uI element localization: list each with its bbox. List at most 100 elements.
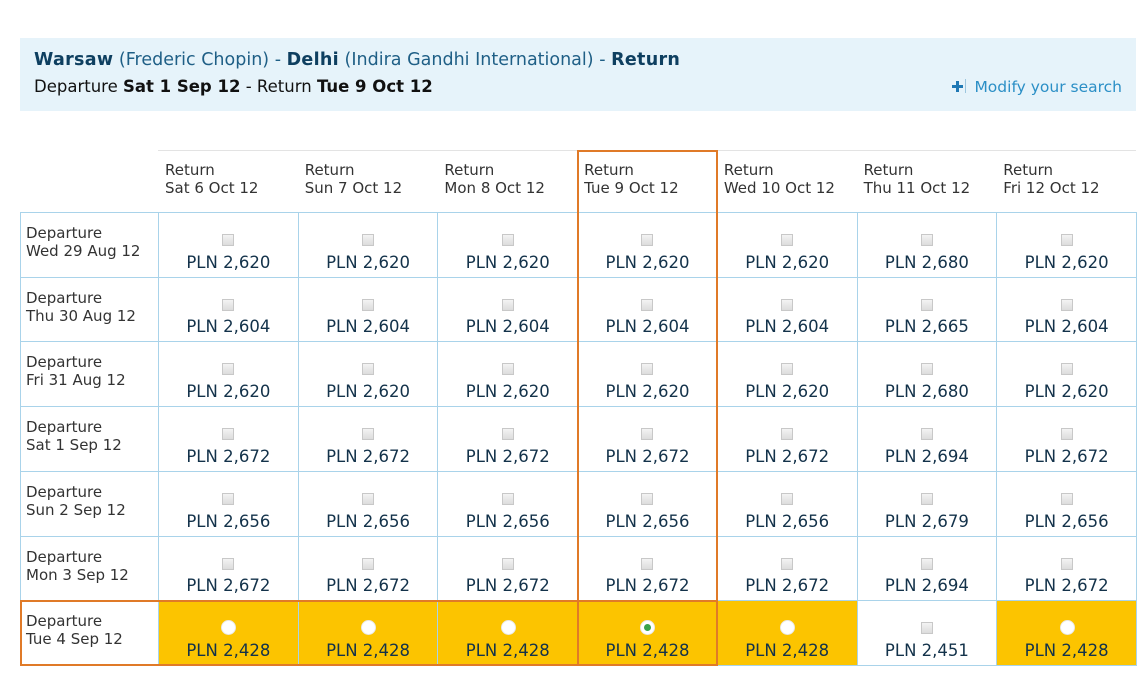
fare-cell[interactable]: PLN 2,604 xyxy=(297,276,439,343)
fare-radio[interactable] xyxy=(1059,620,1075,636)
fare-cell[interactable]: PLN 2,672 xyxy=(577,406,718,472)
modify-search-link[interactable]: Modify your search xyxy=(951,78,1122,96)
fare-checkbox[interactable] xyxy=(641,298,654,311)
fare-cell[interactable]: PLN 2,665 xyxy=(856,276,998,343)
fare-cell[interactable]: PLN 2,656 xyxy=(158,470,299,537)
fare-checkbox[interactable] xyxy=(1060,428,1073,441)
fare-cell[interactable]: PLN 2,620 xyxy=(716,212,858,278)
fare-checkbox[interactable] xyxy=(781,492,794,505)
fare-cell[interactable]: PLN 2,428 xyxy=(297,600,439,666)
fare-checkbox[interactable] xyxy=(920,622,933,635)
fare-cell[interactable]: PLN 2,620 xyxy=(577,212,718,278)
fare-cell[interactable]: PLN 2,672 xyxy=(716,406,858,472)
fare-cell[interactable]: PLN 2,604 xyxy=(437,276,579,343)
fare-checkbox[interactable] xyxy=(1060,298,1073,311)
fare-cell[interactable]: PLN 2,604 xyxy=(716,276,858,343)
fare-cell[interactable]: PLN 2,428 xyxy=(437,600,579,666)
fare-cell[interactable]: PLN 2,620 xyxy=(158,212,299,278)
fare-checkbox[interactable] xyxy=(781,428,794,441)
fare-cell[interactable]: PLN 2,680 xyxy=(856,212,998,278)
fare-cell[interactable]: PLN 2,620 xyxy=(297,212,439,278)
fare-checkbox[interactable] xyxy=(920,428,933,441)
fare-cell[interactable]: PLN 2,672 xyxy=(996,406,1137,472)
fare-checkbox[interactable] xyxy=(781,298,794,311)
fare-cell[interactable]: PLN 2,672 xyxy=(577,535,718,602)
fare-checkbox[interactable] xyxy=(920,557,933,570)
modify-search-text[interactable]: Modify your search xyxy=(974,78,1122,96)
fare-checkbox[interactable] xyxy=(362,363,375,376)
fare-cell[interactable]: PLN 2,620 xyxy=(577,341,718,408)
fare-checkbox[interactable] xyxy=(362,428,375,441)
fare-checkbox[interactable] xyxy=(222,428,235,441)
fare-checkbox[interactable] xyxy=(641,363,654,376)
fare-checkbox[interactable] xyxy=(362,298,375,311)
fare-cell[interactable]: PLN 2,428 xyxy=(996,600,1137,666)
fare-checkbox[interactable] xyxy=(1060,234,1073,246)
fare-checkbox[interactable] xyxy=(501,298,514,311)
fare-cell[interactable]: PLN 2,656 xyxy=(437,470,579,537)
fare-cell[interactable]: PLN 2,694 xyxy=(856,406,998,472)
fare-checkbox[interactable] xyxy=(501,428,514,441)
fare-cell[interactable]: PLN 2,656 xyxy=(297,470,439,537)
fare-cell[interactable]: PLN 2,672 xyxy=(716,535,858,602)
fare-checkbox[interactable] xyxy=(222,298,235,311)
fare-checkbox[interactable] xyxy=(362,234,375,246)
fare-cell[interactable]: PLN 2,679 xyxy=(856,470,998,537)
fare-checkbox[interactable] xyxy=(501,492,514,505)
fare-checkbox[interactable] xyxy=(920,492,933,505)
fare-checkbox[interactable] xyxy=(1060,492,1073,505)
fare-cell[interactable]: PLN 2,656 xyxy=(716,470,858,537)
fare-cell[interactable]: PLN 2,680 xyxy=(856,341,998,408)
fare-cell[interactable]: PLN 2,451 xyxy=(856,600,998,666)
fare-checkbox[interactable] xyxy=(641,492,654,505)
fare-checkbox[interactable] xyxy=(222,234,235,246)
fare-radio[interactable] xyxy=(780,620,796,636)
fare-cell[interactable]: PLN 2,672 xyxy=(158,535,299,602)
fare-cell[interactable]: PLN 2,620 xyxy=(996,212,1137,278)
fare-checkbox[interactable] xyxy=(222,492,235,505)
fare-cell[interactable]: PLN 2,620 xyxy=(996,341,1137,408)
fare-checkbox[interactable] xyxy=(362,492,375,505)
fare-cell[interactable]: PLN 2,656 xyxy=(996,470,1137,537)
fare-checkbox[interactable] xyxy=(920,234,933,246)
fare-cell[interactable]: PLN 2,604 xyxy=(996,276,1137,343)
fare-checkbox[interactable] xyxy=(920,363,933,376)
fare-cell[interactable]: PLN 2,672 xyxy=(297,535,439,602)
fare-cell[interactable]: PLN 2,620 xyxy=(437,212,579,278)
fare-checkbox[interactable] xyxy=(222,363,235,376)
fare-checkbox[interactable] xyxy=(781,234,794,246)
fare-cell[interactable]: PLN 2,428 xyxy=(577,600,718,666)
fare-checkbox[interactable] xyxy=(641,428,654,441)
fare-checkbox[interactable] xyxy=(501,234,514,246)
fare-cell[interactable]: PLN 2,672 xyxy=(996,535,1137,602)
fare-radio[interactable] xyxy=(221,620,237,636)
fare-checkbox[interactable] xyxy=(781,363,794,376)
fare-cell[interactable]: PLN 2,620 xyxy=(158,341,299,408)
fare-checkbox[interactable] xyxy=(781,557,794,570)
fare-checkbox[interactable] xyxy=(1060,557,1073,570)
fare-radio[interactable] xyxy=(361,620,377,636)
fare-cell[interactable]: PLN 2,428 xyxy=(716,600,858,666)
fare-checkbox[interactable] xyxy=(920,298,933,311)
fare-checkbox[interactable] xyxy=(501,557,514,570)
fare-checkbox[interactable] xyxy=(641,557,654,570)
fare-checkbox[interactable] xyxy=(1060,363,1073,376)
fare-cell[interactable]: PLN 2,620 xyxy=(716,341,858,408)
fare-cell[interactable]: PLN 2,672 xyxy=(297,406,439,472)
fare-cell[interactable]: PLN 2,672 xyxy=(437,535,579,602)
fare-cell[interactable]: PLN 2,620 xyxy=(437,341,579,408)
fare-radio[interactable] xyxy=(500,620,516,636)
fare-cell[interactable]: PLN 2,672 xyxy=(437,406,579,472)
fare-cell[interactable]: PLN 2,656 xyxy=(577,470,718,537)
fare-cell[interactable]: PLN 2,604 xyxy=(158,276,299,343)
fare-cell[interactable]: PLN 2,672 xyxy=(158,406,299,472)
fare-radio[interactable] xyxy=(640,620,656,636)
fare-checkbox[interactable] xyxy=(641,234,654,246)
fare-cell[interactable]: PLN 2,428 xyxy=(158,600,299,666)
fare-cell[interactable]: PLN 2,694 xyxy=(856,535,998,602)
fare-cell[interactable]: PLN 2,604 xyxy=(577,276,718,343)
fare-checkbox[interactable] xyxy=(501,363,514,376)
fare-checkbox[interactable] xyxy=(222,557,235,570)
fare-checkbox[interactable] xyxy=(362,557,375,570)
fare-cell[interactable]: PLN 2,620 xyxy=(297,341,439,408)
